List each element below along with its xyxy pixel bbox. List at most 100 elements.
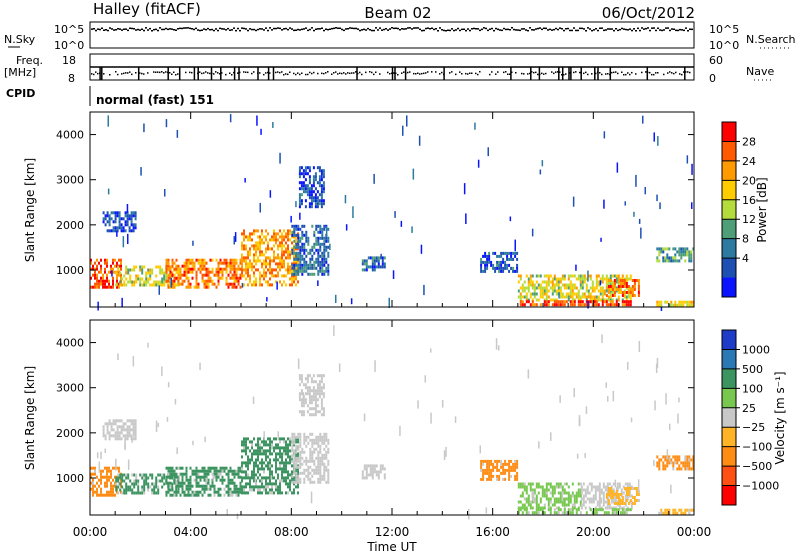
range-cell <box>183 472 186 476</box>
range-cell <box>508 269 511 273</box>
range-cell <box>608 482 611 486</box>
range-cell <box>637 288 640 291</box>
range-cell <box>297 257 300 261</box>
range-cell <box>553 500 556 504</box>
range-cell <box>656 461 659 465</box>
range-cell <box>303 471 306 475</box>
range-cell <box>119 473 122 477</box>
range-cell <box>283 461 285 465</box>
range-cell <box>114 264 116 268</box>
range-cell <box>529 274 532 278</box>
nave-point <box>413 72 415 75</box>
range-cell <box>537 506 540 510</box>
range-cell <box>269 458 271 462</box>
range-cell <box>304 377 307 381</box>
range-cell <box>241 467 243 471</box>
range-cell <box>306 389 309 393</box>
range-cell <box>247 491 249 495</box>
range-cell <box>309 450 312 454</box>
range-cell <box>490 468 493 472</box>
range-cell <box>627 295 630 299</box>
range-cell <box>666 461 669 465</box>
range-cell <box>688 303 691 307</box>
range-cell <box>100 487 102 491</box>
range-cell <box>289 437 291 441</box>
isolated-echo <box>350 298 353 305</box>
range-cell <box>189 493 192 497</box>
range-cell <box>656 303 659 307</box>
range-cell <box>285 232 287 236</box>
range-cell <box>295 277 297 281</box>
scatter-region <box>361 464 386 480</box>
range-cell <box>545 274 548 278</box>
range-cell <box>92 481 94 485</box>
range-cell <box>167 490 170 494</box>
range-cell <box>598 500 601 504</box>
range-cell <box>229 493 232 497</box>
range-cell <box>311 480 314 484</box>
noise-point <box>187 27 189 29</box>
range-cell <box>191 258 194 262</box>
range-cell <box>279 262 281 266</box>
range-cell <box>690 300 693 304</box>
range-cell <box>239 466 242 470</box>
range-cell <box>213 493 216 497</box>
range-cell <box>549 280 552 284</box>
range-cell <box>255 244 257 248</box>
range-cell <box>195 282 198 286</box>
range-cell <box>135 473 138 477</box>
range-cell <box>181 481 184 485</box>
range-cell <box>571 511 574 515</box>
range-cell <box>319 459 322 463</box>
range-cell <box>177 270 180 274</box>
isolated-echo <box>329 243 331 251</box>
range-cell <box>295 265 297 269</box>
noise-point <box>363 28 365 31</box>
range-cell <box>159 473 162 477</box>
range-cell <box>516 269 519 273</box>
range-cell <box>300 202 303 206</box>
nave-point <box>275 71 277 74</box>
range-cell <box>571 503 574 507</box>
range-cell <box>203 484 206 488</box>
range-cell <box>98 493 100 497</box>
range-cell <box>127 473 130 477</box>
nave-point <box>103 73 105 75</box>
range-cell <box>504 459 507 463</box>
range-cell <box>688 250 691 254</box>
range-cell <box>108 214 111 218</box>
nave-point <box>505 71 507 73</box>
noise-point <box>571 29 573 32</box>
range-cell <box>293 235 295 239</box>
range-cell <box>610 500 613 504</box>
range-cell <box>247 265 249 269</box>
range-cell <box>293 441 296 445</box>
range-cell <box>263 467 265 471</box>
range-cell <box>251 473 253 477</box>
range-cell <box>233 282 236 286</box>
range-cell <box>543 503 546 507</box>
range-cell <box>141 488 144 492</box>
range-cell <box>581 274 584 278</box>
range-cell <box>580 491 583 495</box>
range-cell <box>317 468 320 472</box>
range-cell <box>504 266 507 270</box>
range-cell <box>571 300 574 304</box>
range-cell <box>122 422 125 426</box>
noise-point <box>487 29 489 32</box>
range-cell <box>108 285 110 289</box>
range-cell <box>535 511 538 515</box>
range-cell <box>322 410 325 414</box>
range-cell <box>575 295 578 299</box>
range-cell <box>239 487 242 491</box>
range-cell <box>281 452 283 456</box>
range-cell <box>241 232 243 236</box>
range-cell <box>147 280 150 284</box>
range-cell <box>314 380 317 384</box>
range-cell <box>128 217 131 221</box>
range-cell <box>269 461 271 465</box>
range-cell <box>316 386 319 390</box>
range-cell <box>674 508 677 512</box>
range-cell <box>273 458 275 462</box>
range-cell <box>660 458 663 462</box>
